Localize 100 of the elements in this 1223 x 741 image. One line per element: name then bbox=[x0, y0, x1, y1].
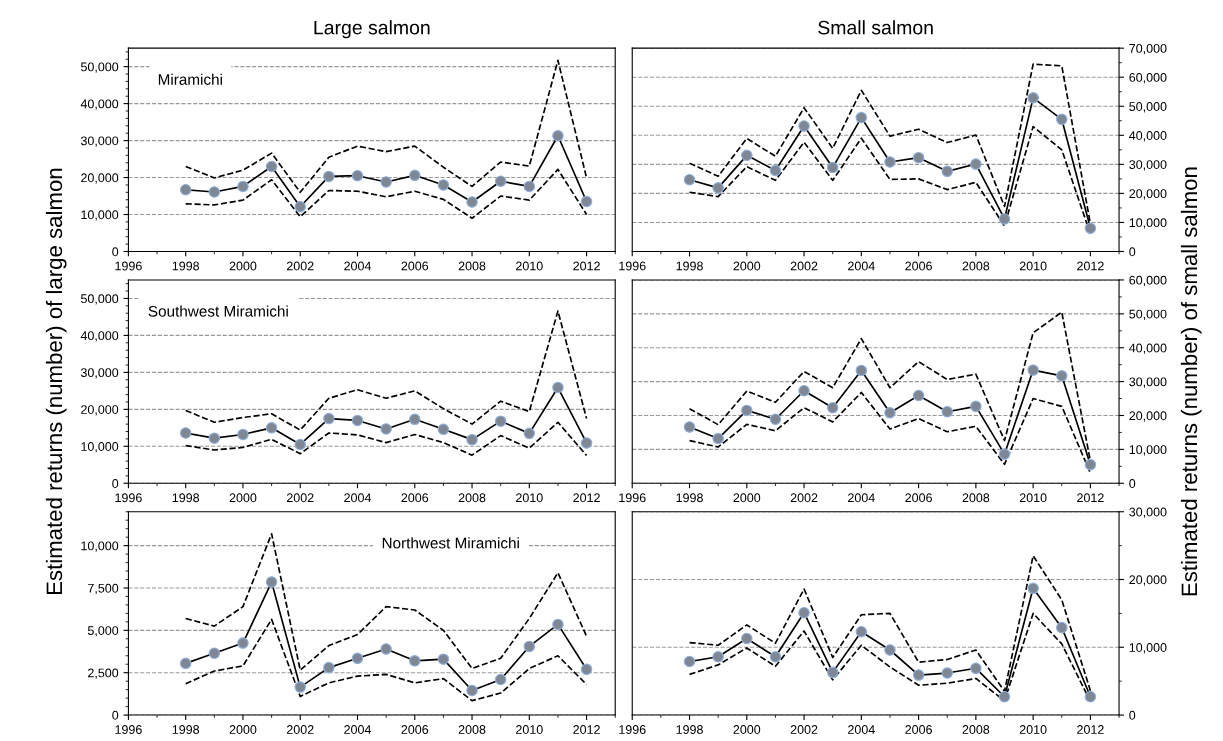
y2-tick-label: 0 bbox=[1129, 710, 1136, 720]
y2-tick-label: 60,000 bbox=[1129, 275, 1167, 287]
y2-tick-label: 20,000 bbox=[1129, 575, 1167, 586]
x-tick-label: 2006 bbox=[905, 261, 932, 271]
x-tick-label: 1998 bbox=[172, 725, 200, 734]
x-tick-label: 2004 bbox=[848, 261, 875, 271]
x-tick-label: 1996 bbox=[619, 725, 646, 734]
x-tick-label: 2010 bbox=[1019, 493, 1047, 503]
y2-tick-label: 20,000 bbox=[1129, 189, 1167, 200]
x-tick-label: 1998 bbox=[676, 261, 703, 271]
y2-tick-label: 10,000 bbox=[1129, 218, 1167, 229]
y2-tick-label: 10,000 bbox=[1129, 643, 1167, 654]
y-tick-label: 5,000 bbox=[87, 626, 119, 637]
x-tick-label: 2010 bbox=[516, 261, 543, 271]
x-tick-label: 2002 bbox=[286, 261, 314, 271]
y-tick-label: 0 bbox=[112, 479, 119, 488]
y-tick-label: 50,000 bbox=[80, 294, 119, 305]
chart-title: Large salmon bbox=[314, 20, 430, 39]
y2-tick-label: 40,000 bbox=[1129, 343, 1167, 354]
x-tick-label: 2010 bbox=[1019, 261, 1047, 271]
y2-tick-label: 70,000 bbox=[1129, 43, 1167, 55]
x-tick-label: 2000 bbox=[229, 725, 257, 734]
x-tick-label: 1996 bbox=[115, 725, 142, 734]
x-tick-label: 2002 bbox=[286, 725, 314, 734]
x-tick-label: 2006 bbox=[401, 725, 429, 734]
y2-tick-label: 30,000 bbox=[1129, 377, 1167, 388]
x-tick-label: 1996 bbox=[619, 493, 646, 503]
y-tick-label: 20,000 bbox=[81, 405, 119, 416]
x-tick-label: 2006 bbox=[905, 493, 932, 503]
x-tick-label: 2008 bbox=[962, 725, 990, 734]
y-tick-label: 10,000 bbox=[81, 210, 119, 221]
x-tick-label: 2004 bbox=[344, 493, 372, 503]
line-series bbox=[688, 391, 1092, 474]
x-tick-label: 2006 bbox=[905, 725, 932, 734]
x-tick-label: 1996 bbox=[115, 493, 142, 503]
y2-tick-label: 0 bbox=[1129, 479, 1136, 488]
y-tick-label: 50,000 bbox=[80, 62, 119, 73]
x-tick-label: 2006 bbox=[401, 261, 429, 271]
y-tick-label: 30,000 bbox=[80, 368, 119, 379]
line-series bbox=[184, 618, 588, 702]
y-tick-label: 0 bbox=[112, 710, 119, 720]
x-tick-label: 1996 bbox=[115, 261, 142, 271]
x-tick-label: 1998 bbox=[676, 725, 703, 734]
y2-axis-title: Estimated returns (number) of small salmon bbox=[1180, 167, 1202, 596]
y-tick-label: 0 bbox=[112, 247, 119, 257]
y-tick-label: 40,000 bbox=[80, 99, 119, 110]
y-tick-label: 2,500 bbox=[88, 668, 119, 679]
y2-tick-label: 10,000 bbox=[1129, 445, 1167, 456]
x-tick-label: 2010 bbox=[516, 493, 543, 503]
x-tick-label: 2012 bbox=[573, 493, 600, 503]
x-tick-label: 2012 bbox=[1077, 725, 1104, 734]
y2-tick-label: 50,000 bbox=[1129, 309, 1167, 320]
x-tick-label: 2004 bbox=[848, 725, 875, 734]
annotation: Miramichi bbox=[158, 73, 222, 85]
y2-tick-label: 60,000 bbox=[1129, 73, 1167, 84]
x-tick-label: 2002 bbox=[790, 261, 818, 271]
x-tick-label: 2000 bbox=[733, 493, 761, 503]
y-tick-label: 10,000 bbox=[81, 541, 119, 552]
x-tick-label: 2012 bbox=[1077, 261, 1104, 271]
y2-tick-label: 40,000 bbox=[1129, 131, 1167, 142]
x-tick-label: 2002 bbox=[790, 493, 818, 503]
y2-tick-label: 30,000 bbox=[1129, 507, 1167, 518]
x-tick-label: 2000 bbox=[733, 725, 761, 734]
y2-tick-label: 20,000 bbox=[1129, 411, 1167, 422]
line-series bbox=[184, 532, 588, 671]
x-tick-label: 2012 bbox=[573, 261, 600, 271]
x-tick-label: 2000 bbox=[733, 261, 761, 271]
y2-tick-label: 30,000 bbox=[1129, 160, 1167, 171]
x-tick-label: 2008 bbox=[458, 493, 486, 503]
y-axis-title: Estimated returns (number) of large salmon bbox=[45, 168, 67, 595]
x-tick-label: 2008 bbox=[458, 261, 486, 271]
y-tick-label: 20,000 bbox=[81, 173, 119, 184]
y-tick-label: 40,000 bbox=[80, 331, 119, 342]
line-series bbox=[184, 168, 588, 220]
x-tick-label: 2010 bbox=[516, 725, 543, 734]
y-tick-label: 10,000 bbox=[81, 442, 119, 453]
x-tick-label: 2002 bbox=[790, 725, 818, 734]
x-tick-label: 2000 bbox=[229, 261, 257, 271]
x-tick-label: 2008 bbox=[458, 725, 486, 734]
x-tick-label: 2010 bbox=[1019, 725, 1047, 734]
x-tick-label: 2004 bbox=[344, 725, 372, 734]
x-tick-label: 1998 bbox=[172, 493, 200, 503]
annotation: Southwest Miramichi bbox=[148, 305, 288, 317]
x-tick-label: 2008 bbox=[962, 261, 990, 271]
y-tick-label: 30,000 bbox=[80, 136, 119, 147]
x-tick-label: 2008 bbox=[962, 493, 990, 503]
x-tick-label: 2000 bbox=[229, 493, 257, 503]
chart-title: Small salmon bbox=[818, 20, 933, 35]
annotation: Northwest Miramichi bbox=[382, 537, 519, 549]
y-tick-label: 7,500 bbox=[88, 583, 119, 595]
x-tick-label: 2004 bbox=[344, 261, 372, 271]
x-tick-label: 1998 bbox=[172, 261, 200, 271]
x-tick-label: 2012 bbox=[573, 725, 600, 734]
x-tick-label: 1996 bbox=[619, 261, 646, 271]
x-tick-label: 2006 bbox=[401, 493, 429, 503]
x-tick-label: 2004 bbox=[848, 493, 875, 503]
y2-tick-label: 0 bbox=[1129, 247, 1136, 257]
x-tick-label: 2012 bbox=[1077, 493, 1104, 503]
y2-tick-label: 50,000 bbox=[1129, 102, 1167, 113]
x-tick-label: 2002 bbox=[286, 493, 314, 503]
